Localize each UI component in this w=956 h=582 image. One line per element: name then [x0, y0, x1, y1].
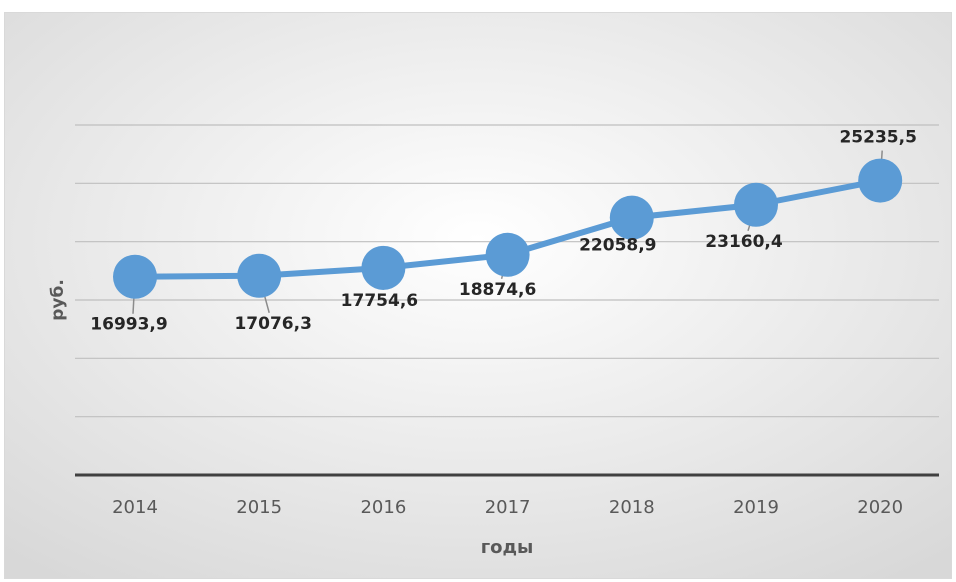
data-point — [113, 254, 157, 299]
chart-frame — [4, 12, 952, 579]
data-point — [237, 253, 282, 298]
data-label: 22058,9 — [579, 236, 656, 256]
x-tick-label: 2020 — [857, 497, 903, 518]
data-label: 17076,3 — [234, 314, 311, 334]
x-tick-label: 2014 — [112, 497, 158, 518]
x-tick-label: 2015 — [236, 497, 282, 518]
x-tick-label: 2018 — [609, 497, 655, 518]
data-points — [113, 158, 903, 299]
data-labels: 16993,9 17076,3 17754,6 18874,6 22058,9 23160… — [90, 128, 917, 335]
data-point — [485, 232, 530, 277]
data-label: 23160,4 — [705, 232, 783, 252]
data-label: 16993,9 — [90, 315, 167, 335]
y-axis-title: руб. — [48, 279, 68, 321]
data-label: 17754,6 — [341, 291, 418, 311]
data-point — [858, 158, 903, 203]
data-point — [734, 182, 778, 227]
x-tick-label: 2019 — [733, 497, 779, 518]
data-label: 25235,5 — [839, 128, 916, 148]
x-tick-label: 2016 — [360, 497, 406, 518]
gridlines — [75, 124, 939, 477]
data-label: 18874,6 — [459, 280, 536, 300]
data-point — [609, 195, 654, 240]
x-tick-labels: 2014 2015 2016 2017 2018 2019 2020 — [112, 497, 903, 518]
x-tick-label: 2017 — [485, 497, 531, 518]
x-axis-title: годы — [481, 537, 534, 558]
chart-background — [5, 13, 951, 578]
data-point — [361, 245, 406, 290]
